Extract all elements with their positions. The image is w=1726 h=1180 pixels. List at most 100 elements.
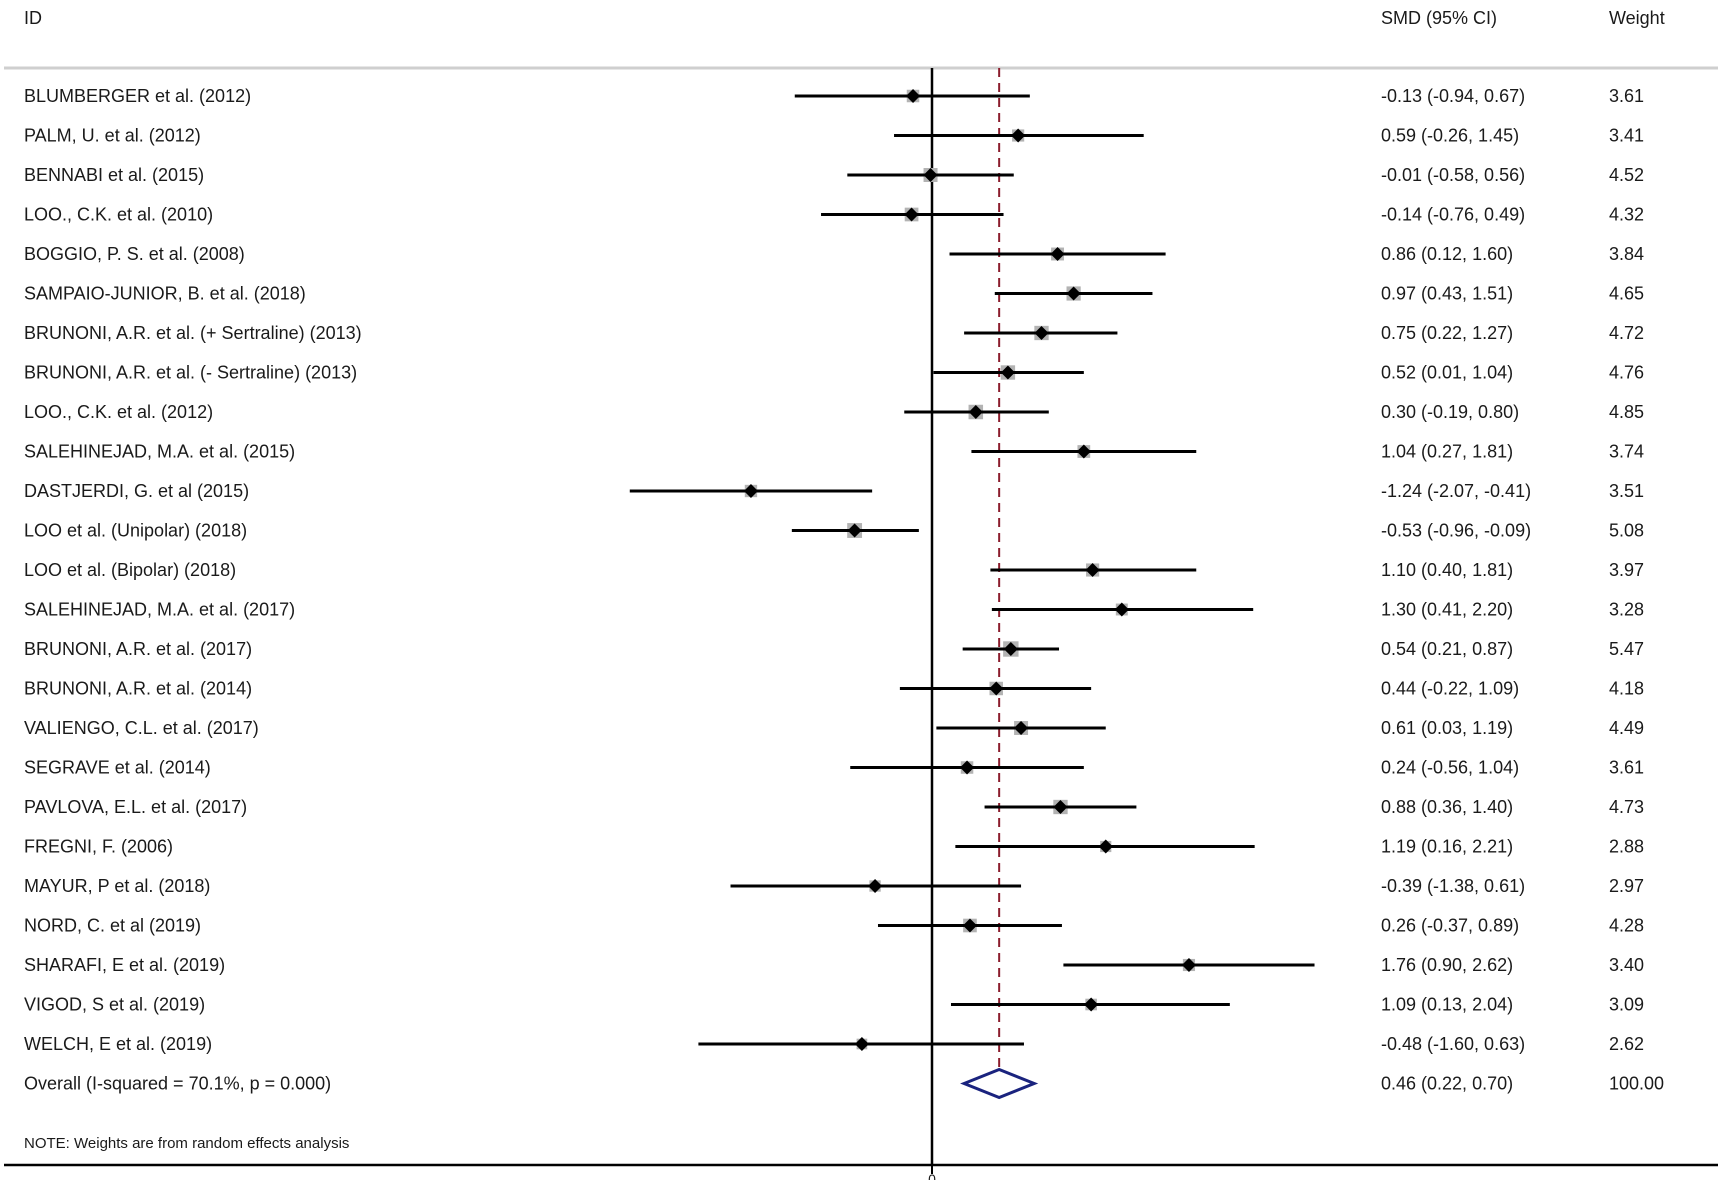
study-ci-text: 0.30 (-0.19, 0.80) (1381, 402, 1519, 422)
study-ci-text: -1.24 (-2.07, -0.41) (1381, 481, 1531, 501)
study-ci-text: 1.30 (0.41, 2.20) (1381, 600, 1513, 620)
study-label: PALM, U. et al. (2012) (24, 126, 201, 146)
study-ci-text: -0.48 (-1.60, 0.63) (1381, 1034, 1525, 1054)
study-ci-text: 0.61 (0.03, 1.19) (1381, 718, 1513, 738)
study-weight: 5.47 (1609, 639, 1644, 659)
forest-marks (629, 68, 1315, 1165)
study-point-marker (1085, 563, 1100, 577)
study-ci-text: -0.39 (-1.38, 0.61) (1381, 876, 1525, 896)
study-weight: 2.88 (1609, 837, 1644, 857)
study-weight: 4.72 (1609, 323, 1644, 343)
study-weight: 4.73 (1609, 797, 1644, 817)
study-point-marker (1053, 800, 1068, 814)
study-ci-text: 0.44 (-0.22, 1.09) (1381, 679, 1519, 699)
id-column-header: ID (24, 8, 42, 28)
study-weight: 2.97 (1609, 876, 1644, 896)
smd-column-header: SMD (95% CI) (1381, 8, 1497, 28)
study-ci-text: 0.54 (0.21, 0.87) (1381, 639, 1513, 659)
study-weight: 3.61 (1609, 86, 1644, 106)
study-weight: 3.74 (1609, 442, 1644, 462)
study-point-marker (1003, 642, 1018, 656)
study-label: BLUMBERGER et al. (2012) (24, 86, 251, 106)
study-point-marker (960, 760, 975, 775)
study-label: LOO., C.K. et al. (2012) (24, 402, 213, 422)
study-weight: 4.76 (1609, 363, 1644, 383)
study-label: PAVLOVA, E.L. et al. (2017) (24, 797, 247, 817)
study-label: LOO et al. (Bipolar) (2018) (24, 560, 236, 580)
study-rows: BLUMBERGER et al. (2012) -0.13 (-0.94, 0.… (24, 86, 1664, 1094)
study-point-marker (962, 918, 977, 933)
study-label: SHARAFI, E et al. (2019) (24, 955, 225, 975)
x-tick-label: 0 (928, 1171, 936, 1180)
overall-weight: 100.00 (1609, 1074, 1664, 1094)
study-label: BENNABI et al. (2015) (24, 165, 204, 185)
study-ci-text: 0.86 (0.12, 1.60) (1381, 244, 1513, 264)
study-point-marker (847, 523, 862, 538)
study-weight: 4.52 (1609, 165, 1644, 185)
study-label: VIGOD, S et al. (2019) (24, 995, 205, 1015)
study-ci-text: 0.88 (0.36, 1.40) (1381, 797, 1513, 817)
x-axis-ticks: 0 (928, 1165, 936, 1180)
study-weight: 4.85 (1609, 402, 1644, 422)
study-point-marker (906, 89, 921, 103)
study-label: FREGNI, F. (2006) (24, 837, 173, 857)
study-point-marker (1034, 326, 1049, 340)
study-point-marker (743, 484, 758, 498)
study-label: BRUNONI, A.R. et al. (2014) (24, 679, 252, 699)
study-label: SALEHINEJAD, M.A. et al. (2017) (24, 600, 295, 620)
study-point-marker (1098, 839, 1113, 854)
study-point-marker (1181, 958, 1196, 972)
study-label: LOO., C.K. et al. (2010) (24, 205, 213, 225)
study-point-marker (1084, 997, 1099, 1012)
study-weight: 4.49 (1609, 718, 1644, 738)
study-point-marker (904, 207, 919, 222)
weights-note: NOTE: Weights are from random effects an… (24, 1135, 349, 1152)
overall-ci-text: 0.46 (0.22, 0.70) (1381, 1074, 1513, 1094)
study-ci-text: 0.26 (-0.37, 0.89) (1381, 916, 1519, 936)
study-label: MAYUR, P et al. (2018) (24, 876, 210, 896)
study-weight: 4.18 (1609, 679, 1644, 699)
study-weight: 5.08 (1609, 521, 1644, 541)
study-ci-text: 1.04 (0.27, 1.81) (1381, 442, 1513, 462)
study-ci-text: 0.52 (0.01, 1.04) (1381, 363, 1513, 383)
study-label: SALEHINEJAD, M.A. et al. (2015) (24, 442, 295, 462)
study-weight: 3.40 (1609, 955, 1644, 975)
study-ci-text: -0.14 (-0.76, 0.49) (1381, 205, 1525, 225)
study-label: WELCH, E et al. (2019) (24, 1034, 212, 1054)
study-weight: 3.41 (1609, 126, 1644, 146)
study-weight: 3.61 (1609, 758, 1644, 778)
study-point-marker (1011, 128, 1026, 143)
study-ci-text: 1.19 (0.16, 2.21) (1381, 837, 1513, 857)
study-label: LOO et al. (Unipolar) (2018) (24, 521, 247, 541)
study-point-marker (868, 879, 883, 893)
study-ci-text: 1.76 (0.90, 2.62) (1381, 955, 1513, 975)
study-point-marker (854, 1037, 869, 1051)
study-weight: 4.28 (1609, 916, 1644, 936)
weight-column-header: Weight (1609, 8, 1665, 28)
study-weight: 4.32 (1609, 205, 1644, 225)
study-label: SAMPAIO-JUNIOR, B. et al. (2018) (24, 284, 306, 304)
study-point-marker (968, 405, 983, 419)
study-ci-text: 0.75 (0.22, 1.27) (1381, 323, 1513, 343)
study-label: SEGRAVE et al. (2014) (24, 758, 211, 778)
study-point-marker (1050, 247, 1065, 261)
study-label: VALIENGO, C.L. et al. (2017) (24, 718, 259, 738)
study-weight: 3.97 (1609, 560, 1644, 580)
study-label: BRUNONI, A.R. et al. (+ Sertraline) (201… (24, 323, 362, 343)
study-label: DASTJERDI, G. et al (2015) (24, 481, 249, 501)
study-weight: 2.62 (1609, 1034, 1644, 1054)
study-label: BRUNONI, A.R. et al. (2017) (24, 639, 252, 659)
study-ci-text: -0.53 (-0.96, -0.09) (1381, 521, 1531, 541)
study-ci-text: 1.09 (0.13, 2.04) (1381, 995, 1513, 1015)
study-ci-text: 1.10 (0.40, 1.81) (1381, 560, 1513, 580)
study-point-marker (1014, 721, 1029, 735)
study-label: BOGGIO, P. S. et al. (2008) (24, 244, 245, 264)
study-ci-text: 0.97 (0.43, 1.51) (1381, 284, 1513, 304)
overall-label: Overall (I-squared = 70.1%, p = 0.000) (24, 1074, 331, 1094)
overall-diamond (960, 1067, 1039, 1100)
study-weight: 3.51 (1609, 481, 1644, 501)
study-point-marker (989, 681, 1004, 696)
study-point-marker (923, 168, 938, 182)
study-ci-text: 0.59 (-0.26, 1.45) (1381, 126, 1519, 146)
